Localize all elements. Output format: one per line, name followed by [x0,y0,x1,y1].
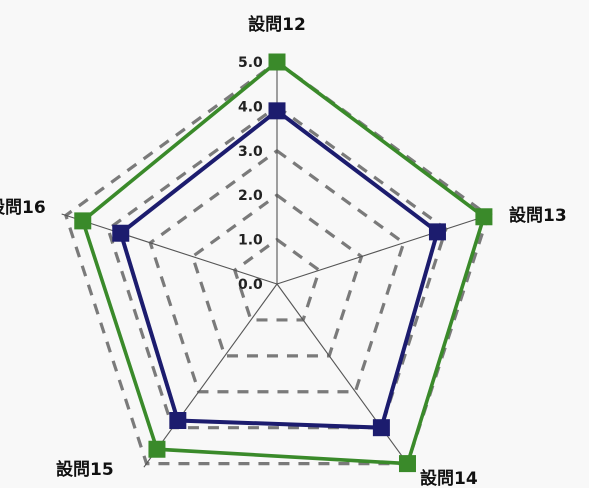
axis-line-5 [61,213,278,285]
tick-label-0: 0.0 [238,277,263,293]
series-2-point-1 [268,102,286,120]
series-2-point-3 [372,419,390,437]
series-1-point-4 [148,440,166,458]
series-2-point-2 [428,223,446,241]
grid-ring-2 [190,193,364,358]
tick-label-1: 1.0 [238,233,263,249]
axis-line-2 [276,213,493,285]
series-1-point-5 [74,212,92,230]
series-1-point-1 [268,53,286,71]
series-2-line [118,108,440,430]
grid-ring-3 [148,148,406,394]
tick-label-5: 5.0 [238,55,263,71]
series-1-line [80,59,487,466]
category-label-3: 設問14 [420,468,478,488]
category-label-5: 設問16 [0,197,46,218]
category-label-1: 設問12 [248,14,306,35]
axis-line-3 [276,283,411,468]
category-label-4: 設問15 [56,459,114,480]
tick-label-2: 2.0 [238,188,263,204]
grid-ring-1 [232,237,322,322]
category-label-2: 設問13 [509,205,567,226]
series-1-point-2 [475,208,493,226]
series-2-point-4 [169,411,187,429]
tick-label-3: 3.0 [238,144,263,160]
series-1-point-3 [398,455,416,473]
grid-ring-4 [106,104,448,430]
series-2-point-5 [112,224,130,242]
tick-label-4: 4.0 [238,99,263,115]
axis-line-4 [143,283,278,468]
grid-ring-5 [63,60,491,466]
